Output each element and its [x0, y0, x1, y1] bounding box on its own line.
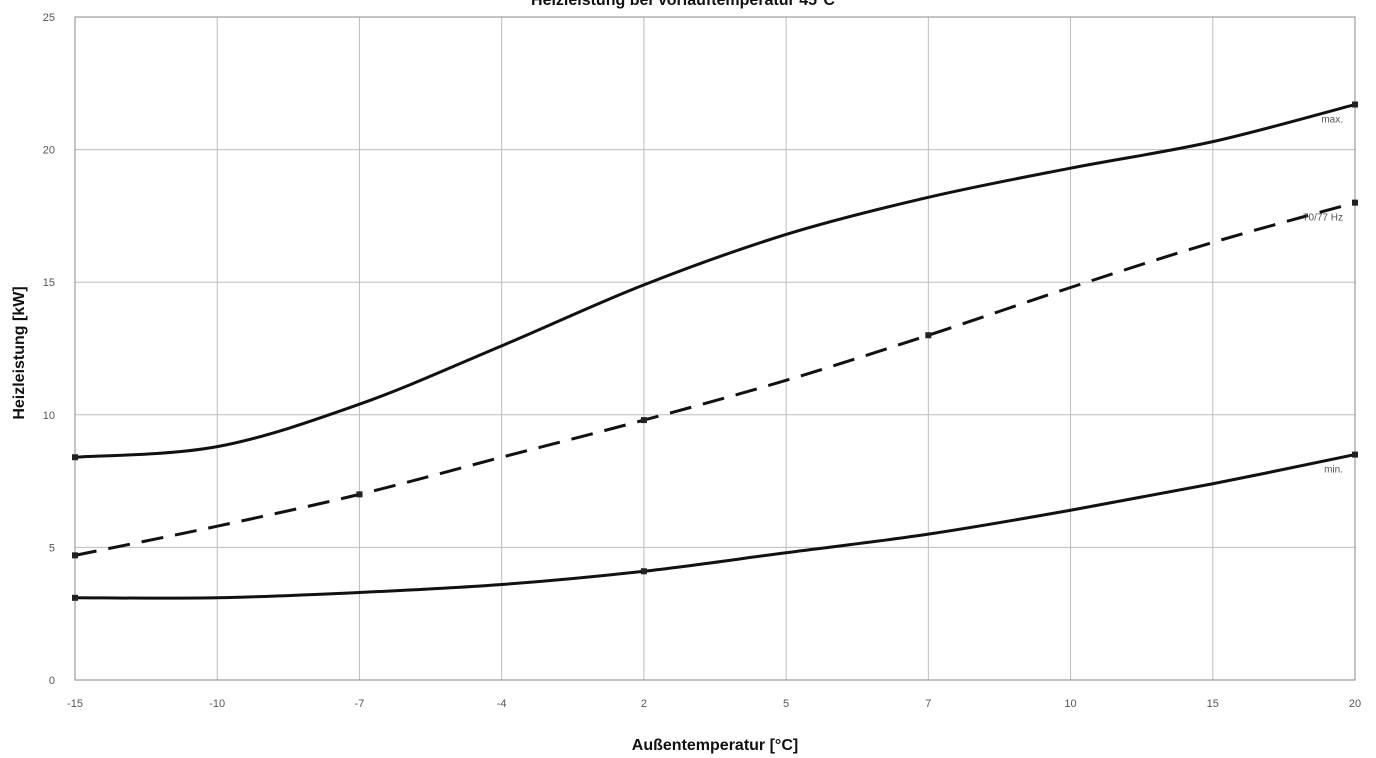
series-layer: max. 70/77 Hz min.	[72, 101, 1358, 601]
x-tick-label: 2	[641, 698, 647, 710]
x-tick-label: 7	[925, 698, 931, 710]
x-tick-label: -10	[209, 698, 225, 710]
y-tick-label: 15	[43, 277, 55, 289]
y-tick-label: 25	[43, 12, 55, 24]
data-point	[356, 491, 363, 498]
data-point	[925, 332, 932, 339]
data-point	[640, 417, 647, 424]
x-tick-label: 20	[1349, 698, 1361, 710]
x-tick-label: -4	[497, 698, 507, 710]
data-point	[640, 568, 647, 575]
y-tick-label: 0	[49, 675, 55, 687]
series-line-min	[74, 453, 1356, 600]
data-point	[72, 552, 78, 559]
x-tick-label: 10	[1064, 698, 1076, 710]
y-tick-label: 20	[43, 145, 55, 157]
x-tick-label: -7	[355, 698, 365, 710]
series-label-70-77-hz: 70/77 Hz	[1303, 213, 1343, 224]
y-axis-label: Heizleistung [kW]	[11, 286, 28, 419]
data-point	[72, 454, 78, 461]
series-label-min: min.	[1324, 465, 1343, 476]
x-tick-label: -15	[67, 698, 83, 710]
y-tick-label: 5	[49, 542, 55, 554]
series-line-70-77-hz	[74, 201, 1356, 557]
data-point	[1352, 199, 1358, 206]
plot-area-border	[74, 16, 1356, 681]
series-label-max: max.	[1321, 115, 1343, 126]
x-axis-label: Außentemperatur [°C]	[632, 737, 798, 754]
y-tick-label: 10	[43, 410, 55, 422]
x-tick-label: 5	[783, 698, 789, 710]
series-line-max	[74, 103, 1356, 459]
data-point	[1352, 451, 1358, 458]
chart-title: Heizleistung bei Vorlauftemperatur 45°C	[531, 0, 835, 9]
x-tick-label: 15	[1207, 698, 1219, 710]
data-point	[72, 594, 78, 601]
data-point	[1352, 101, 1358, 108]
